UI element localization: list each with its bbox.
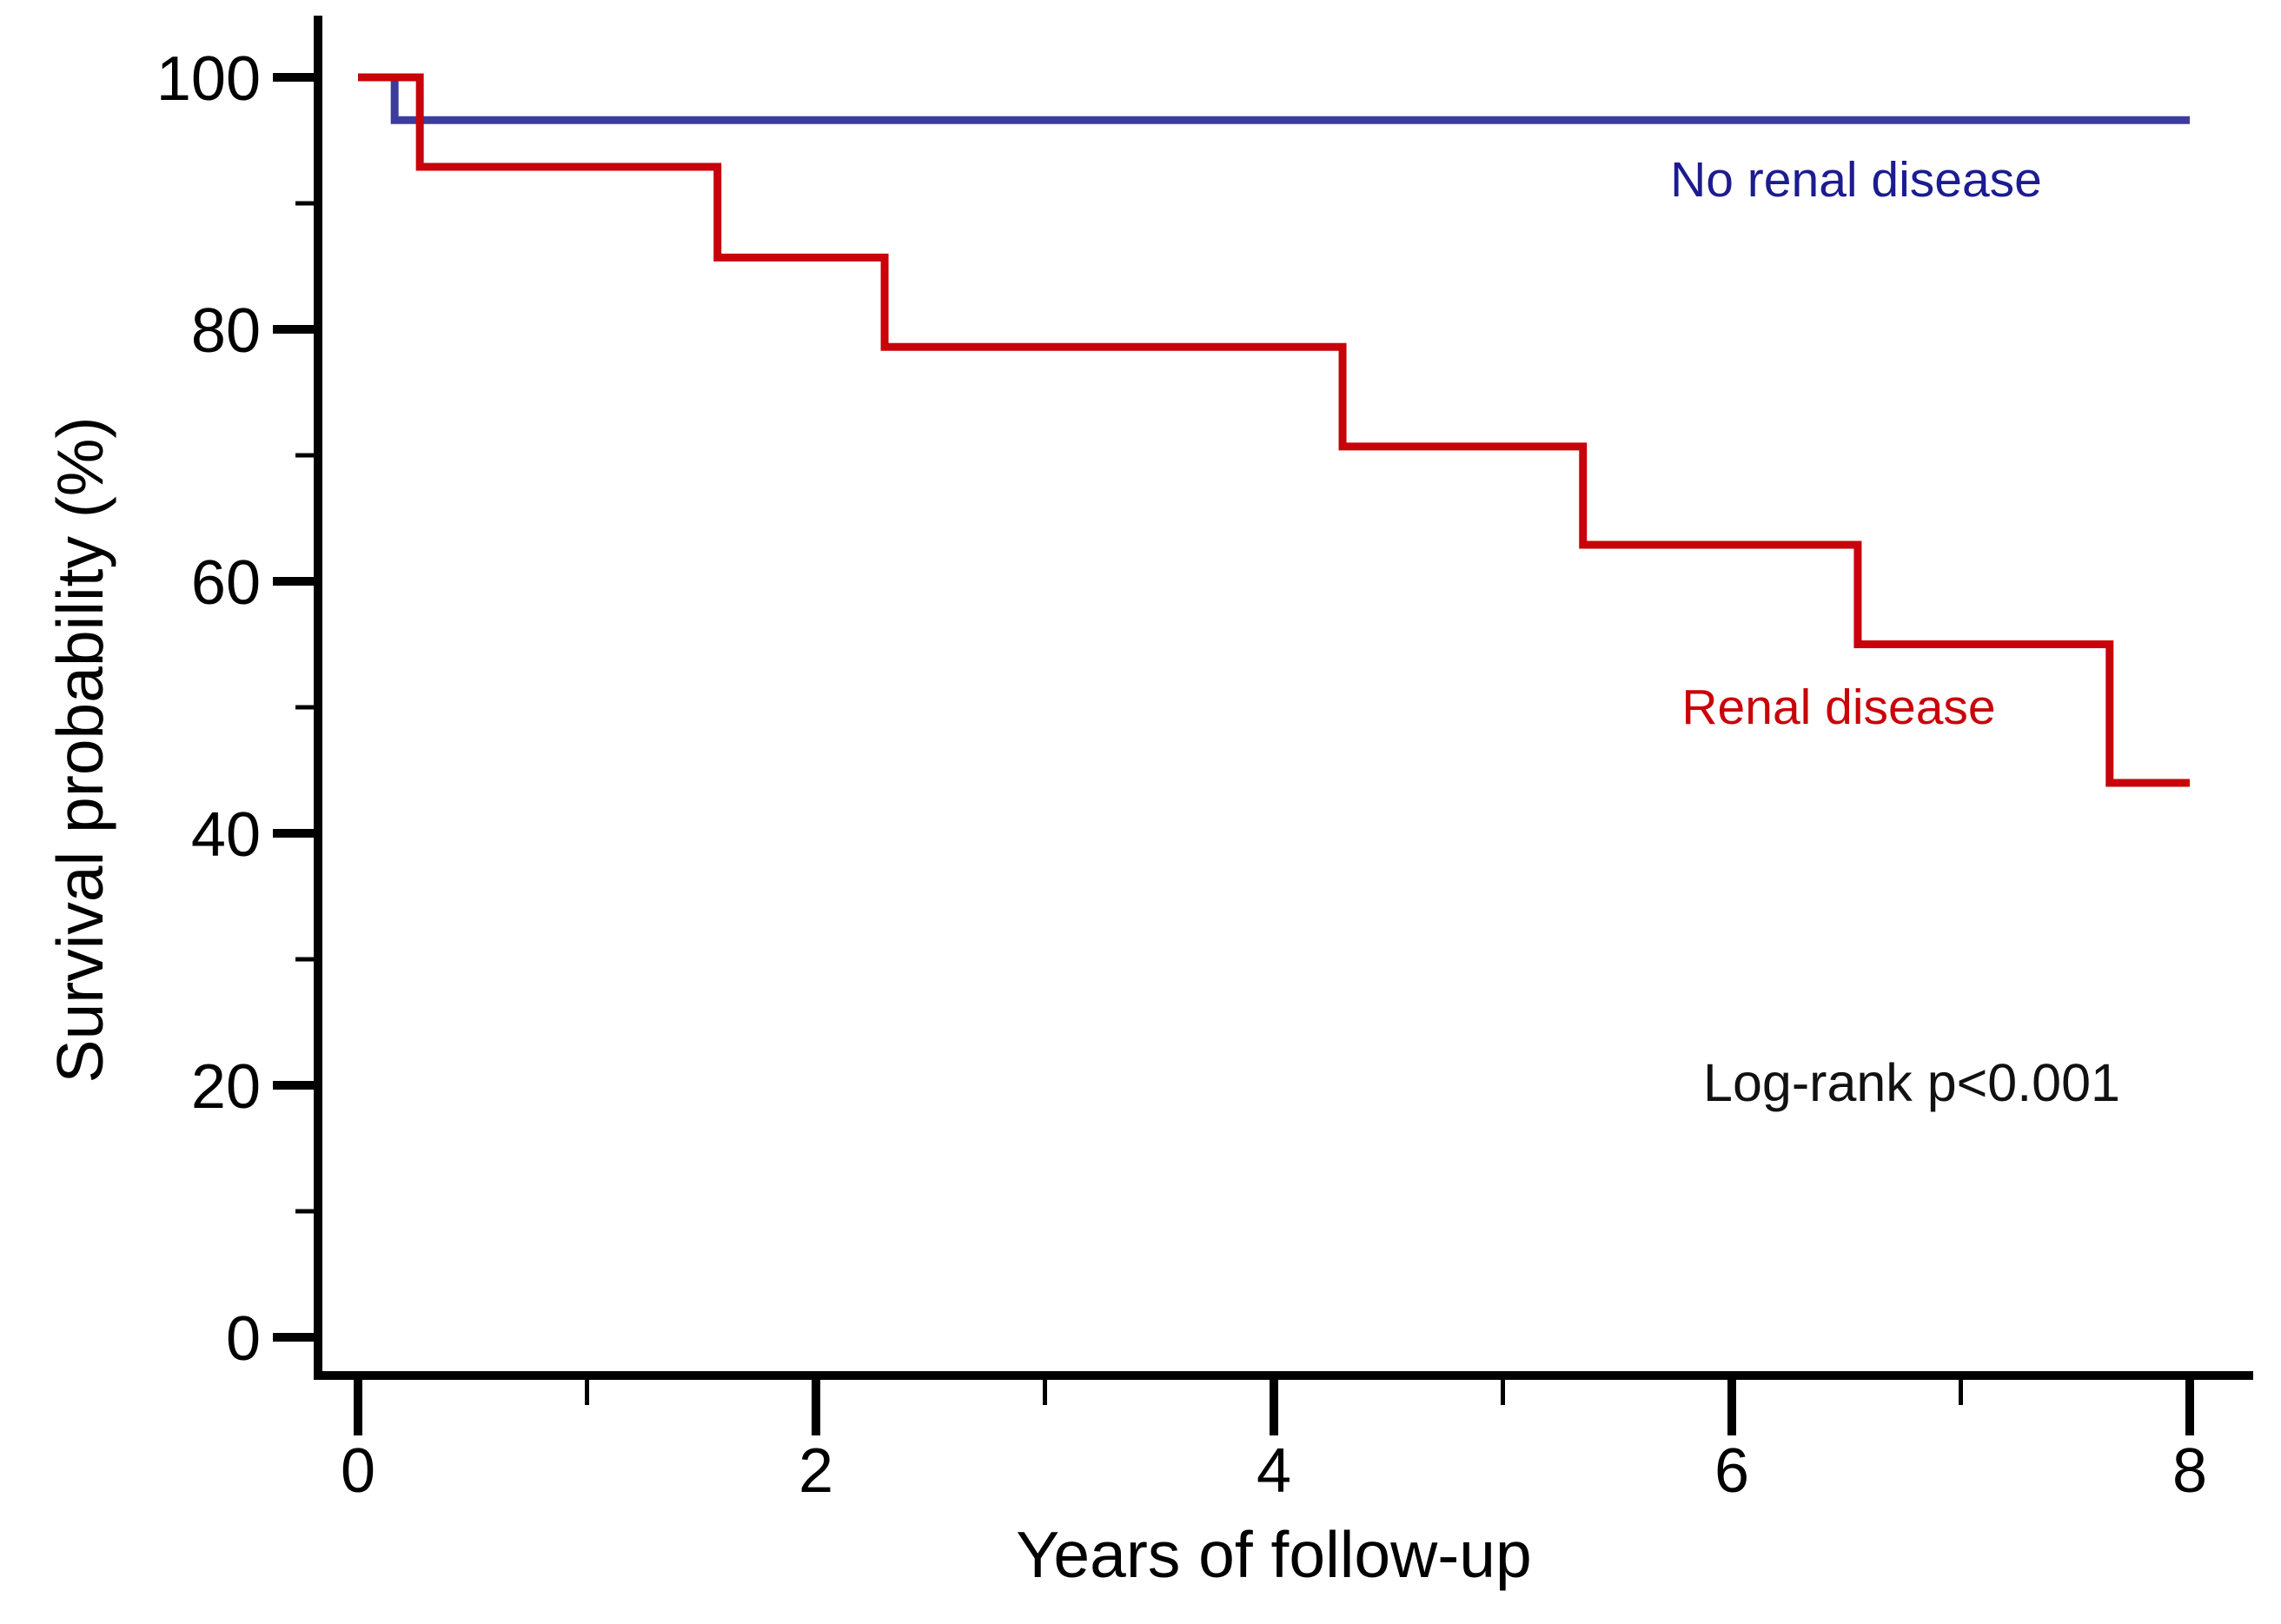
series-label-no-renal-disease: No renal disease bbox=[1670, 152, 2042, 208]
x-tick-label-4: 4 bbox=[1257, 1436, 1291, 1506]
x-tick-label-2: 2 bbox=[799, 1436, 833, 1506]
series-label-renal-disease: Renal disease bbox=[1681, 679, 1995, 735]
curve-no-renal-disease bbox=[358, 73, 2190, 124]
x-tick-label-6: 6 bbox=[1714, 1436, 1749, 1506]
survival-curves bbox=[358, 73, 2190, 787]
logrank-p-value-annotation: Log-rank p<0.001 bbox=[1703, 1053, 2120, 1112]
tick-labels: 0 20 40 60 80 100 0 2 4 6 8 bbox=[156, 44, 2207, 1506]
y-tick-label-60: 60 bbox=[191, 548, 261, 618]
y-tick-label-40: 40 bbox=[191, 800, 261, 870]
y-tick-label-100: 100 bbox=[156, 44, 261, 114]
y-axis-title: Survival probability (%) bbox=[43, 417, 116, 1084]
x-tick-label-8: 8 bbox=[2172, 1436, 2207, 1506]
axes bbox=[273, 16, 2253, 1435]
curve-renal-disease bbox=[358, 73, 2190, 787]
x-tick-label-0: 0 bbox=[341, 1436, 375, 1506]
y-tick-label-20: 20 bbox=[191, 1052, 261, 1122]
y-tick-label-80: 80 bbox=[191, 296, 261, 366]
x-axis-title: Years of follow-up bbox=[1016, 1518, 1531, 1591]
y-tick-label-0: 0 bbox=[226, 1304, 261, 1374]
